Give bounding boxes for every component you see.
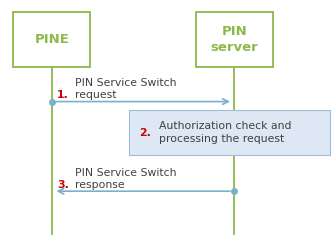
FancyBboxPatch shape — [196, 12, 273, 67]
Text: 2.: 2. — [139, 128, 151, 138]
Text: PIN
server: PIN server — [211, 25, 258, 54]
Text: PIN Service Switch
request: PIN Service Switch request — [75, 78, 177, 100]
FancyBboxPatch shape — [13, 12, 90, 67]
Text: PIN Service Switch
response: PIN Service Switch response — [75, 168, 177, 190]
Text: 1.: 1. — [57, 90, 69, 100]
Text: 3.: 3. — [57, 180, 69, 190]
FancyBboxPatch shape — [129, 110, 330, 155]
Text: PINE: PINE — [35, 33, 69, 46]
Text: Authorization check and
processing the request: Authorization check and processing the r… — [159, 121, 292, 144]
